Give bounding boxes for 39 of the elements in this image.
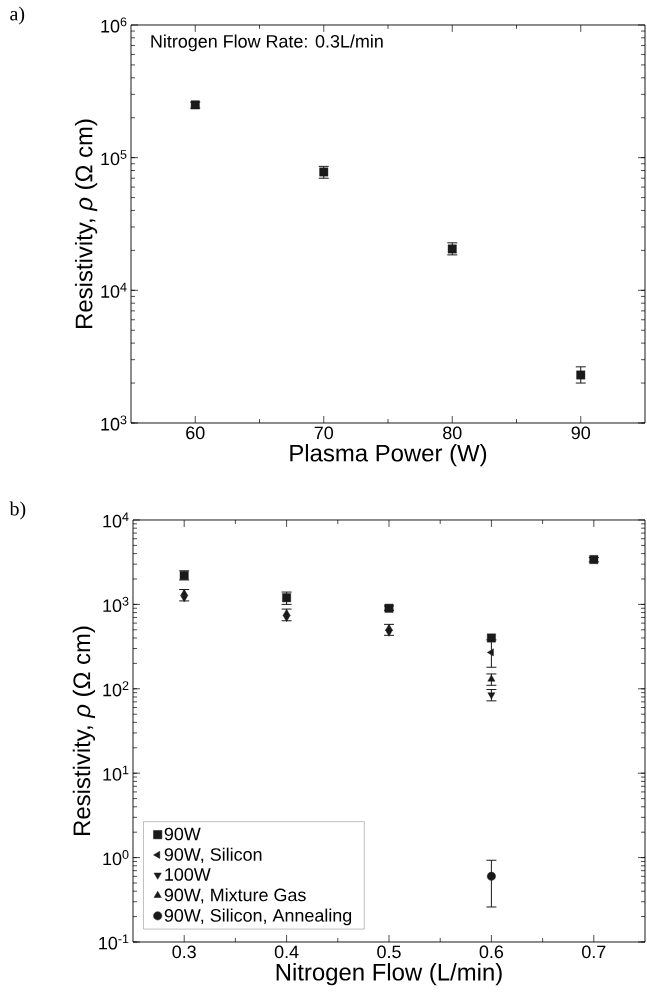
legend-label: 90W, Silicon (164, 847, 262, 863)
chart-title: a) (10, 6, 25, 25)
legend-label: 90W (164, 827, 201, 841)
point (576, 370, 586, 380)
point (282, 615, 291, 622)
x-tick-label: 0.4 (274, 945, 299, 959)
x-tick-label: 70 (314, 426, 334, 440)
y-tick-label: 10$^{-1}$ (99, 934, 129, 950)
point (282, 609, 291, 616)
point (487, 633, 496, 643)
point (487, 648, 494, 657)
y-tick-label: 10$^{5}$ (101, 150, 127, 166)
y-tick-label: 10$^{0}$ (103, 850, 129, 866)
point (487, 871, 496, 881)
legend-label: 90W, Silicon, Annealing (164, 908, 352, 926)
y-tick-label: 10$^{6}$ (101, 17, 127, 33)
y-tick-label: 10$^{2}$ (103, 681, 129, 697)
x-tick-label: 80 (443, 426, 462, 440)
x-tick-label: 60 (186, 426, 205, 440)
chart-title: b) (9, 501, 26, 520)
x-tick-label: 0.3 (172, 945, 196, 959)
point (180, 589, 189, 596)
x-tick-label: 0.6 (479, 945, 504, 959)
legend-label: 100W (165, 868, 211, 881)
x-axis-title: Plasma Power (W) (290, 444, 487, 467)
y-axis-title: Resistivity, ρ (Ω cm) (72, 626, 96, 835)
x-tick-label: 0.5 (377, 945, 401, 959)
x-axis-title: Nitrogen Flow (L/min) (276, 963, 502, 986)
y-tick-label: 10$^{3}$ (103, 596, 129, 612)
annotation: Nitrogen Flow Rate: 0.3L/min (151, 34, 383, 52)
y-tick-label: 10$^{4}$ (101, 282, 127, 298)
x-tick-label: 90 (571, 426, 591, 440)
point (487, 674, 496, 682)
y-tick-label: 10$^{4}$ (103, 512, 129, 528)
y-tick-label: 10$^{1}$ (103, 765, 129, 781)
y-axis-title: Resistivity, ρ (Ω cm) (74, 119, 98, 328)
legend-label: 90W, Mixture Gas (164, 888, 306, 904)
y-tick-label: 10$^{3}$ (101, 415, 127, 431)
x-tick-label: 0.7 (582, 945, 606, 959)
